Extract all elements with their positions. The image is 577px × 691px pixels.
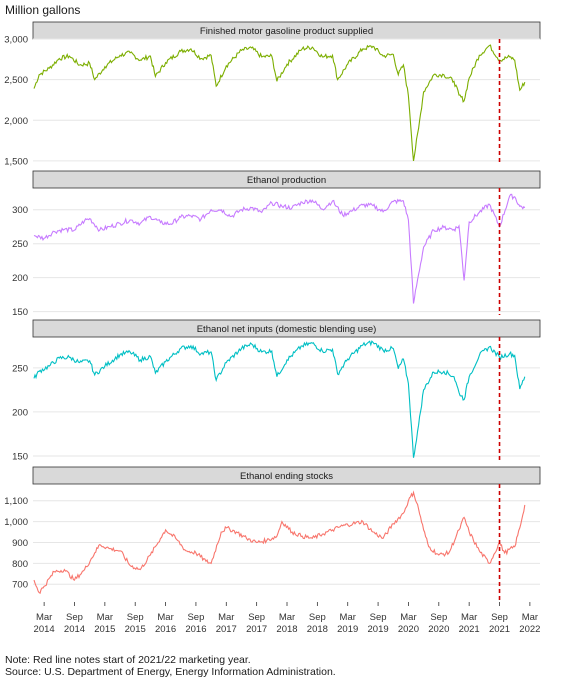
x-tick-year: 2016 [155, 624, 176, 635]
y-tick-label: 1,500 [4, 156, 28, 167]
x-tick-month: Mar [36, 612, 52, 623]
y-tick-label: 150 [12, 307, 28, 318]
panel-title: Finished motor gasoline product supplied [200, 26, 373, 37]
x-tick-year: 2019 [368, 624, 389, 635]
y-tick-label: 150 [12, 451, 28, 462]
x-tick-month: Sep [491, 612, 508, 623]
x-tick-month: Mar [340, 612, 356, 623]
x-tick-year: 2014 [34, 624, 55, 635]
y-tick-label: 300 [12, 205, 28, 216]
x-tick-month: Mar [400, 612, 416, 623]
x-tick-year: 2018 [307, 624, 328, 635]
panel-title: Ethanol ending stocks [240, 471, 333, 482]
x-tick-year: 2021 [489, 624, 510, 635]
x-tick-year: 2016 [185, 624, 206, 635]
y-tick-label: 2,000 [4, 116, 28, 127]
chart-source: Source: U.S. Department of Energy, Energ… [5, 666, 336, 678]
x-tick-year: 2018 [276, 624, 297, 635]
series-line [33, 490, 526, 595]
x-tick-month: Sep [309, 612, 326, 623]
x-tick-year: 2020 [398, 624, 419, 635]
x-tick-month: Sep [187, 612, 204, 623]
x-tick-month: Sep [248, 612, 265, 623]
x-tick-month: Mar [461, 612, 477, 623]
x-tick-month: Sep [430, 612, 447, 623]
x-tick-month: Mar [157, 612, 173, 623]
x-tick-month: Mar [279, 612, 295, 623]
x-tick-month: Mar [522, 612, 538, 623]
x-tick-month: Sep [370, 612, 387, 623]
y-tick-label: 200 [12, 407, 28, 418]
panel-2: Ethanol production 150 200 250 300 [12, 170, 541, 318]
chart-note: Note: Red line notes start of 2021/22 ma… [5, 654, 251, 666]
panel-1: Finished motor gasoline product supplied… [4, 21, 541, 167]
x-tick-year: 2022 [519, 624, 540, 635]
panel-header [32, 170, 541, 189]
y-tick-label: 3,000 [4, 35, 28, 46]
y-tick-label: 700 [12, 580, 28, 591]
y-tick-label: 800 [12, 559, 28, 570]
series-line [33, 193, 526, 304]
y-tick-label: 250 [12, 363, 28, 374]
x-tick-year: 2014 [64, 624, 85, 635]
y-tick-label: 2,500 [4, 75, 28, 86]
y-tick-label: 200 [12, 273, 28, 284]
x-tick-year: 2015 [94, 624, 115, 635]
series-line [33, 340, 526, 458]
x-tick-year: 2017 [216, 624, 237, 635]
panel-3: Ethanol net inputs (domestic blending us… [12, 319, 541, 463]
x-tick-year: 2021 [459, 624, 480, 635]
x-tick-year: 2015 [125, 624, 146, 635]
panel-header [32, 466, 541, 485]
x-tick-year: 2019 [337, 624, 358, 635]
x-tick-month: Mar [97, 612, 113, 623]
x-tick-year: 2020 [428, 624, 449, 635]
series-line [33, 44, 526, 161]
x-tick-year: 2017 [246, 624, 267, 635]
y-tick-label: 1,000 [4, 517, 28, 528]
panel-title: Ethanol net inputs (domestic blending us… [197, 324, 377, 335]
y-unit-label: Million gallons [5, 3, 81, 17]
panel-title: Ethanol production [247, 175, 326, 186]
y-tick-label: 250 [12, 239, 28, 250]
x-tick-month: Mar [218, 612, 234, 623]
x-tick-month: Sep [66, 612, 83, 623]
x-axis: Mar2014Sep2014Mar2015Sep2015Mar2016Sep20… [34, 602, 540, 635]
panel-4: Ethanol ending stocks 700 800 900 1,000 1,100 [4, 466, 541, 602]
y-tick-label: 900 [12, 538, 28, 549]
x-tick-month: Sep [127, 612, 144, 623]
y-tick-label: 1,100 [4, 496, 28, 507]
panel-header [32, 319, 541, 338]
